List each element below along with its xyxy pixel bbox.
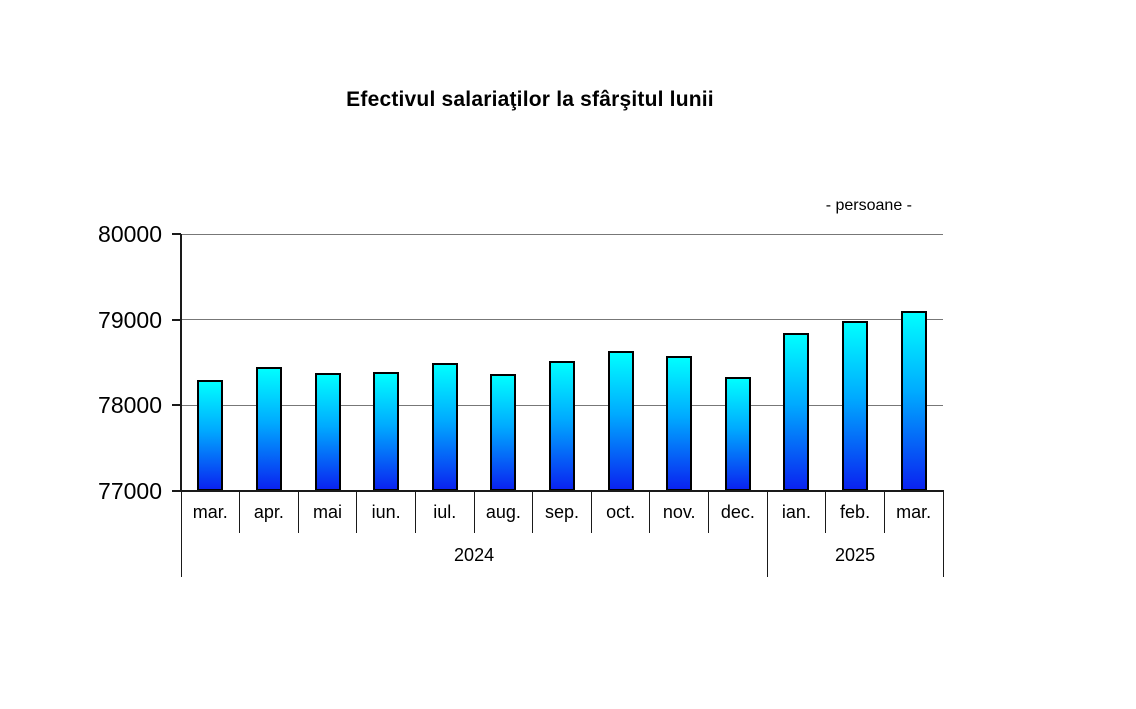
y-axis-label-79000: 79000 xyxy=(98,306,162,333)
bar-mai-2 xyxy=(314,372,341,491)
chart-title: Efectivul salariaţilor la sfârşitul luni… xyxy=(346,88,714,111)
year-group-separator xyxy=(766,491,768,577)
bar-aug.-5 xyxy=(490,373,517,491)
month-separator xyxy=(649,491,651,533)
x-axis-month-label: apr. xyxy=(253,501,284,522)
x-axis-year-label-2025: 2025 xyxy=(835,544,876,565)
bar-iul.-4 xyxy=(431,363,458,491)
month-separator xyxy=(356,491,358,533)
month-separator xyxy=(532,491,534,533)
bar-apr.-1 xyxy=(255,366,282,491)
x-axis-month-label: mar. xyxy=(192,501,228,522)
y-axis-tick-77000 xyxy=(172,490,181,492)
y-axis-tick-78000 xyxy=(172,404,181,407)
y-axis-label-77000: 77000 xyxy=(98,478,162,504)
month-separator xyxy=(708,491,710,533)
x-axis-year-label-2024: 2024 xyxy=(454,544,495,565)
x-axis-month-label: sep. xyxy=(544,501,579,522)
y-axis-label-78000: 78000 xyxy=(98,392,162,419)
month-separator xyxy=(473,491,475,533)
gridline-80000 xyxy=(181,233,943,235)
y-axis-tick-80000 xyxy=(172,233,181,235)
y-axis-tick-79000 xyxy=(172,318,181,321)
month-separator xyxy=(414,491,416,533)
x-axis-month-label: mar. xyxy=(896,501,932,522)
y-axis-label-80000: 80000 xyxy=(98,221,162,247)
year-group-separator xyxy=(942,491,944,577)
month-separator xyxy=(883,491,885,533)
year-group-separator xyxy=(180,491,182,577)
bar-feb.-11 xyxy=(842,321,869,491)
bar-oct.-7 xyxy=(607,351,634,491)
x-axis-month-label: feb. xyxy=(840,501,871,522)
x-axis-line xyxy=(180,490,944,492)
x-axis-month-label: nov. xyxy=(662,501,696,522)
x-axis-month-label: ian. xyxy=(781,501,811,522)
month-separator xyxy=(297,491,299,533)
bar-sep.-6 xyxy=(549,360,575,491)
x-axis-month-label: aug. xyxy=(485,501,521,522)
month-separator xyxy=(590,491,592,533)
bar-mar.-12 xyxy=(900,311,927,491)
x-axis-month-label: mai xyxy=(313,501,343,522)
x-axis-month-label: dec. xyxy=(720,501,755,522)
bar-ian.-10 xyxy=(783,333,810,491)
bar-mar.-0 xyxy=(197,379,224,491)
bar-nov.-8 xyxy=(666,355,693,491)
y-axis-line xyxy=(180,234,182,491)
x-axis-month-label: iul. xyxy=(433,501,457,522)
month-separator xyxy=(825,491,827,533)
x-axis-month-label: oct. xyxy=(606,501,636,522)
gridline-79000 xyxy=(181,319,943,321)
bar-iun.-3 xyxy=(373,371,400,491)
x-axis-month-label: iun. xyxy=(371,501,401,522)
month-separator xyxy=(239,491,241,533)
unit-label: - persoane - xyxy=(825,197,912,214)
bar-dec.-9 xyxy=(724,377,751,491)
